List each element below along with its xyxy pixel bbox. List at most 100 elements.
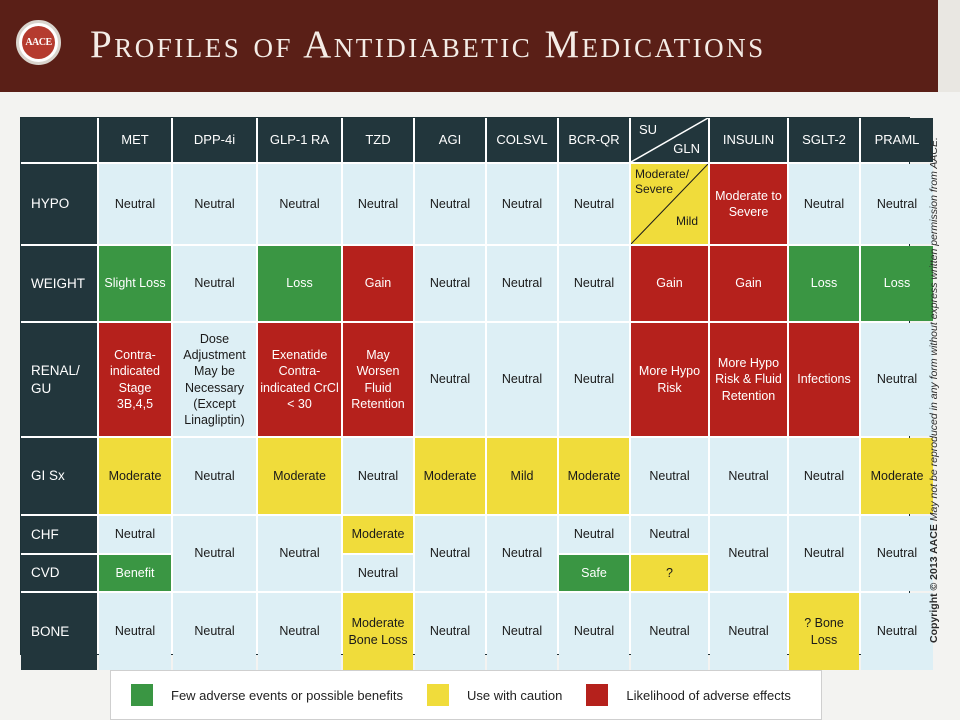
chf-su-gln: Neutral [631,516,708,553]
chf-bcrqr: Neutral [559,516,629,553]
bone-su-gln: Neutral [631,593,708,670]
gi-agi: Moderate [415,438,485,514]
chf-tzd: Moderate [343,516,413,553]
legend-item-red: Likelihood of adverse effects [586,684,791,706]
red-swatch [586,684,609,706]
hypo-colsvl: Neutral [487,164,557,244]
renal-praml: Neutral [861,323,933,436]
hypo-gln: Mild [675,214,698,229]
bone-praml: Neutral [861,593,933,670]
gi-insulin: Neutral [710,438,787,514]
chf-met: Neutral [99,516,171,553]
renal-bcrqr: Neutral [559,323,629,436]
renal-sglt2: Infections [789,323,859,436]
renal-met: Contra-indicated Stage 3B,4,5 [99,323,171,436]
copyright-holder: Copyright © 2013 AACE [928,524,940,643]
cvd-su-gln: ? [631,555,708,591]
copyright-notice: Copyright © 2013 AACE May not be reprodu… [908,130,948,650]
gi-colsvl: Mild [487,438,557,514]
hypo-sglt2: Neutral [789,164,859,244]
color-legend: Few adverse events or possible benefits … [110,670,822,720]
chf-cvd-insulin: Neutral [710,516,787,591]
logo-text: AACE [25,37,52,48]
renal-colsvl: Neutral [487,323,557,436]
hypo-met: Neutral [99,164,171,244]
weight-colsvl: Neutral [487,246,557,321]
hypo-insulin: Moderate to Severe [710,164,787,244]
bone-glp1ra: Neutral [258,593,341,670]
row-header-hypo: HYPO [21,164,97,244]
col-header-agi: AGI [415,118,485,162]
hypo-glp1ra: Neutral [258,164,341,244]
chf-cvd-dpp4i: Neutral [173,516,256,591]
hypo-agi: Neutral [415,164,485,244]
hypo-su: Moderate/ Severe [635,167,690,196]
bone-bcrqr: Neutral [559,593,629,670]
weight-tzd: Gain [343,246,413,321]
bone-insulin: Neutral [710,593,787,670]
chf-cvd-praml: Neutral [861,516,933,591]
weight-sglt2: Loss [789,246,859,321]
page-title: Profiles of Antidiabetic Medications [90,23,766,66]
cvd-tzd: Neutral [343,555,413,591]
row-header-weight: WEIGHT [21,246,97,321]
chf-cvd-sglt2: Neutral [789,516,859,591]
split-diagonal [631,164,708,244]
weight-praml: Loss [861,246,933,321]
copyright-restriction: May not be reproduced in any form withou… [928,137,940,522]
weight-met: Slight Loss [99,246,171,321]
hypo-bcrqr: Neutral [559,164,629,244]
legend-label-red: Likelihood of adverse effects [626,687,791,703]
col-header-gln: GLN [673,141,700,157]
title-banner: AACE Profiles of Antidiabetic Medication… [0,0,938,92]
col-header-colsvl: COLSVL [487,118,557,162]
col-header-su: SU [639,122,658,137]
col-header-met: MET [99,118,171,162]
renal-glp1ra: Exenatide Contra-indicated CrCl < 30 [258,323,341,436]
bone-met: Neutral [99,593,171,670]
gi-sglt2: Neutral [789,438,859,514]
gi-met: Moderate [99,438,171,514]
legend-item-yellow: Use with caution [426,684,563,706]
row-header-renal-gu: RENAL/ GU [21,323,97,436]
bone-dpp4i: Neutral [173,593,256,670]
legend-item-green: Few adverse events or possible benefits [131,684,403,706]
bone-colsvl: Neutral [487,593,557,670]
cvd-bcrqr: Safe [559,555,629,591]
green-swatch [131,684,153,706]
gi-praml: Moderate [861,438,933,514]
gi-dpp4i: Neutral [173,438,256,514]
cvd-met: Benefit [99,555,171,591]
weight-insulin: Gain [710,246,787,321]
gi-tzd: Neutral [343,438,413,514]
gi-su-gln: Neutral [631,438,708,514]
chf-cvd-colsvl: Neutral [487,516,557,591]
corner-cell [21,118,97,162]
weight-glp1ra: Loss [258,246,341,321]
medication-profile-table: MET DPP-4i GLP-1 RA TZD AGI COLSVL BCR-Q… [20,117,933,670]
chf-cvd-agi: Neutral [415,516,485,591]
weight-agi: Neutral [415,246,485,321]
col-header-tzd: TZD [343,118,413,162]
bone-tzd: Moderate Bone Loss [343,593,413,670]
weight-dpp4i: Neutral [173,246,256,321]
row-header-bone: BONE [21,593,97,670]
aace-logo: AACE [16,20,61,65]
bone-sglt2: ? Bone Loss [789,593,859,670]
legend-label-yellow: Use with caution [466,687,563,703]
aace-seal-icon: AACE [22,26,55,59]
col-header-bcrqr: BCR-QR [559,118,629,162]
weight-su-gln: Gain [631,246,708,321]
col-header-praml: PRAML [861,118,933,162]
renal-tzd: May Worsen Fluid Retention [343,323,413,436]
gi-glp1ra: Moderate [258,438,341,514]
row-header-gi-sx: GI Sx [21,438,97,514]
col-header-insulin: INSULIN [710,118,787,162]
col-header-glp1ra: GLP-1 RA [258,118,341,162]
col-header-sglt2: SGLT-2 [789,118,859,162]
banner-margin [938,0,960,92]
renal-insulin: More Hypo Risk & Fluid Retention [710,323,787,436]
hypo-su-gln: Moderate/ Severe Mild [631,164,708,244]
chf-cvd-glp1ra: Neutral [258,516,341,591]
gi-bcrqr: Moderate [559,438,629,514]
